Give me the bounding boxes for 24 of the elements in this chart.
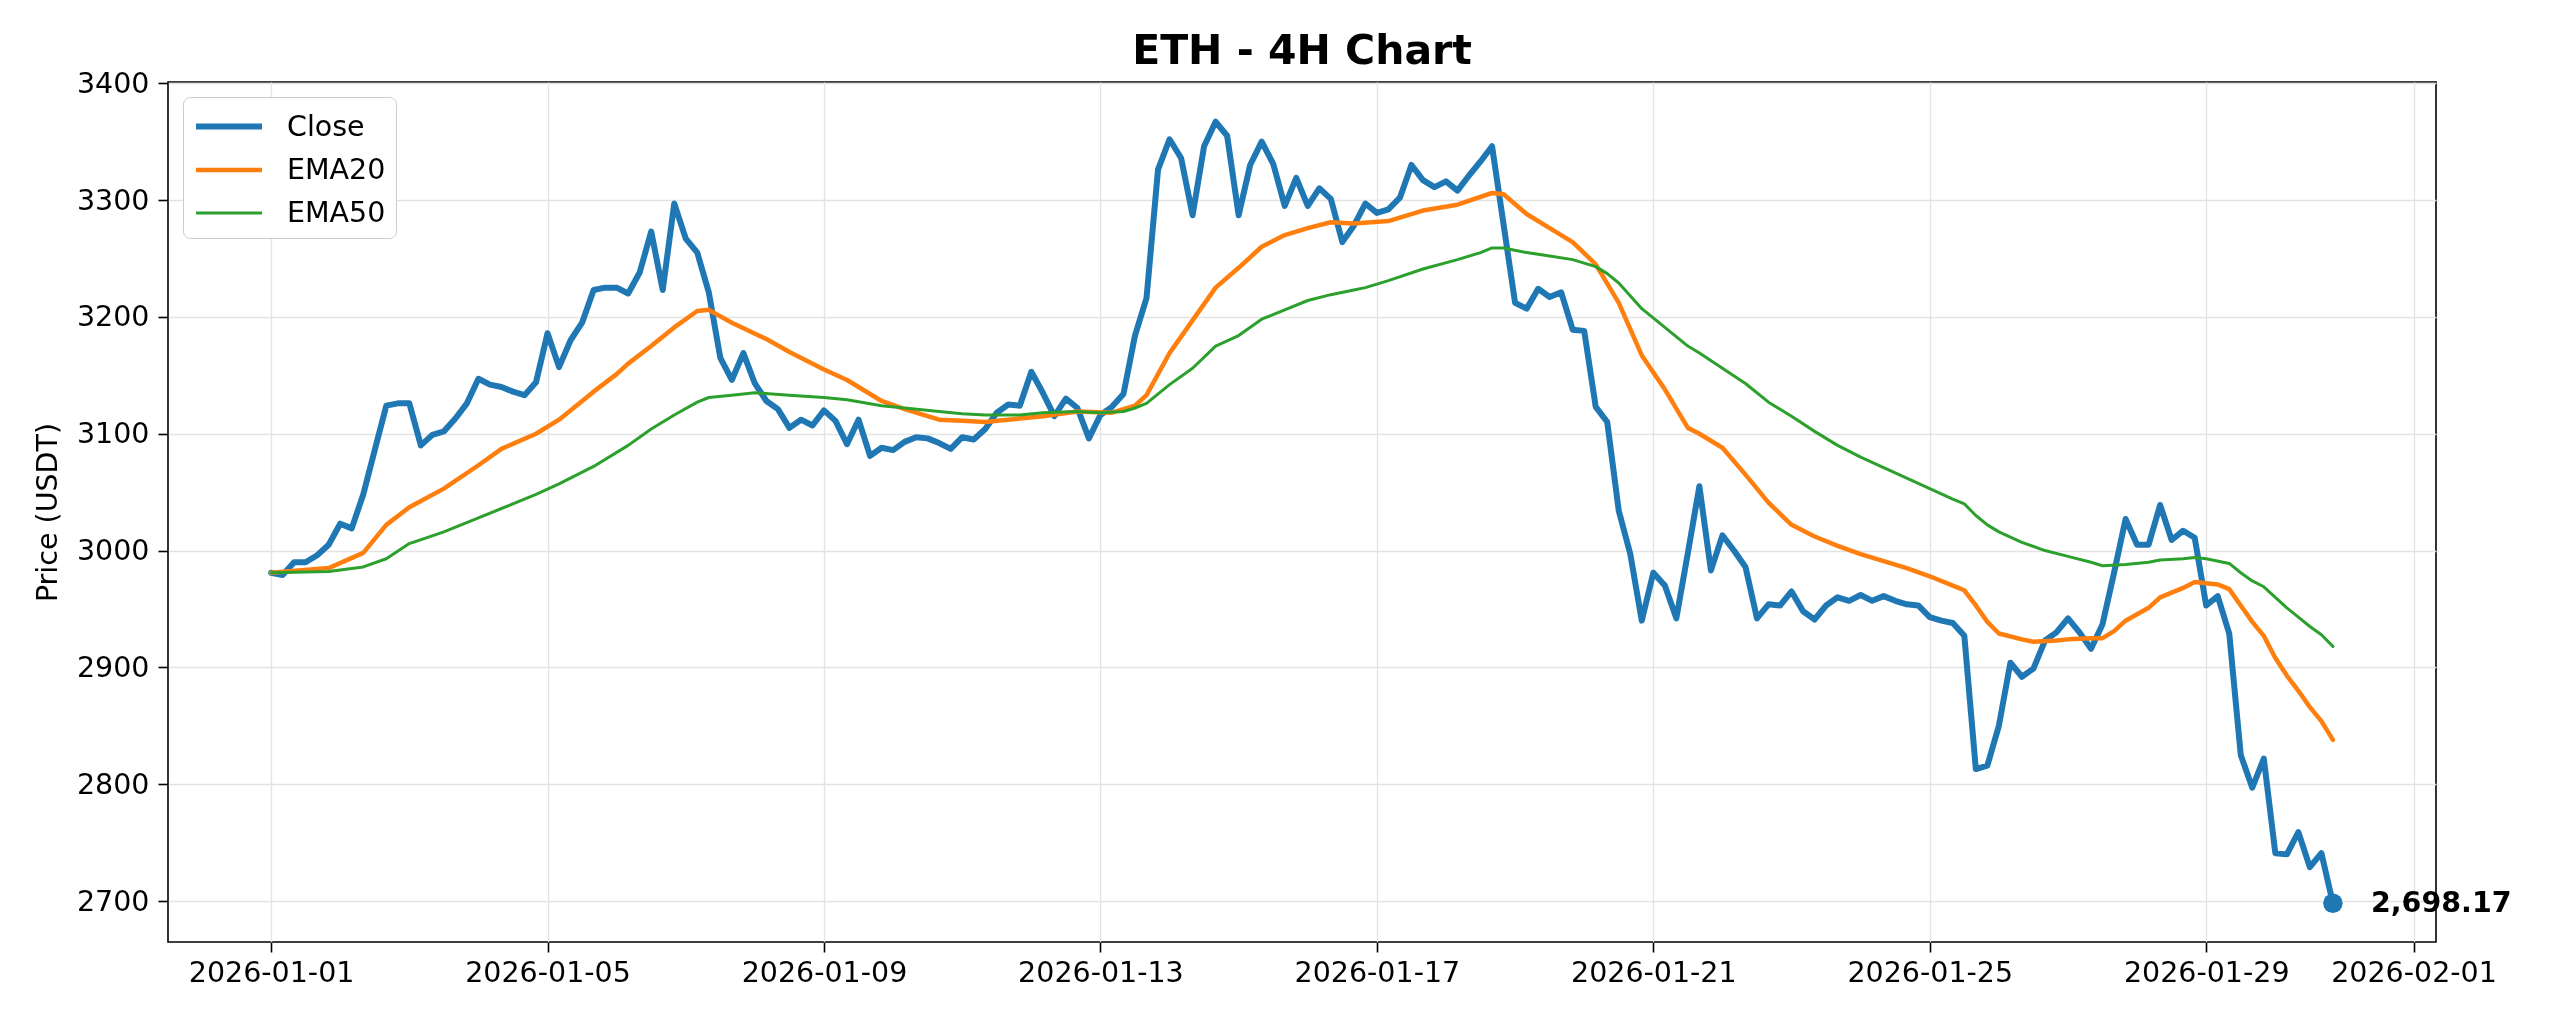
- y-axis-title: Price (USDT): [30, 422, 64, 603]
- y-tick-label: 3200: [76, 300, 150, 334]
- x-tick-label: 2026-01-13: [1018, 955, 1184, 989]
- y-tick-label: 3100: [76, 417, 150, 451]
- x-tick-label: 2026-01-05: [465, 955, 631, 989]
- legend-label: EMA50: [287, 196, 386, 229]
- x-tick-label: 2026-01-01: [188, 955, 355, 989]
- x-tick-label: 2026-01-09: [741, 955, 908, 989]
- legend-label: Close: [287, 109, 365, 143]
- x-tick-label: 2026-01-21: [1571, 955, 1737, 989]
- y-tick-label: 2700: [76, 884, 150, 918]
- x-tick-label: 2026-01-29: [2123, 955, 2290, 989]
- x-tick-label: 2026-02-01: [2331, 955, 2497, 989]
- x-tick-label: 2026-01-17: [1294, 955, 1461, 989]
- y-tick-label: 3000: [76, 534, 150, 568]
- legend-label: EMA20: [287, 153, 386, 186]
- y-tick-label: 3300: [76, 183, 150, 217]
- chart-title: ETH - 4H Chart: [1132, 26, 1472, 75]
- x-tick-label: 2026-01-25: [1847, 955, 2014, 989]
- y-tick-label: 2900: [76, 650, 150, 684]
- line-series: [268, 190, 2336, 743]
- line-series: [269, 246, 2335, 648]
- y-tick-label: 3400: [76, 66, 150, 100]
- y-tick-label: 2800: [76, 767, 150, 801]
